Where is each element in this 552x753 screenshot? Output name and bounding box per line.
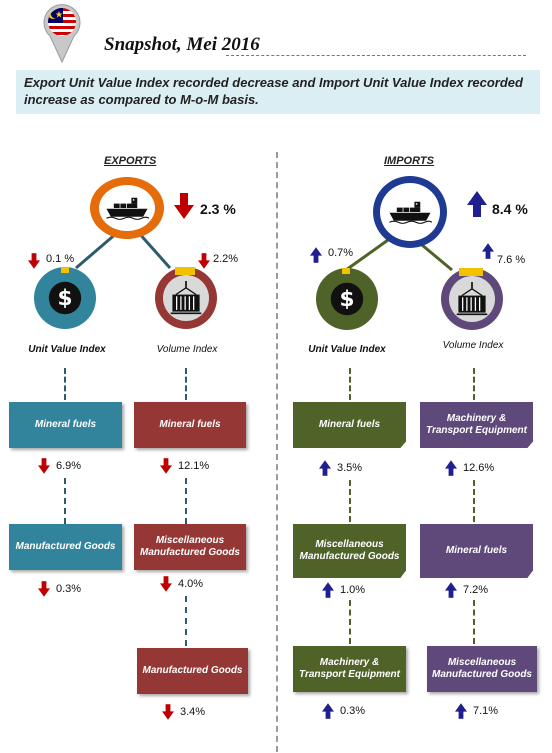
down-arrow-icon [162, 704, 174, 720]
connector-dash [473, 480, 475, 522]
imports-unit-change: 0.7% [328, 247, 354, 259]
down-arrow-icon [160, 576, 172, 592]
imports-unit-change-row: 3.5% [319, 460, 362, 476]
page-title: Snapshot, Mei 2016 [104, 34, 260, 55]
exports-volume-change-row: 4.0% [160, 576, 203, 592]
exports-unit-box: Manufactured Goods [9, 524, 122, 570]
exports-volume-box: Miscellaneous Manufactured Goods [134, 524, 246, 570]
connector-dash [185, 368, 187, 400]
imports-unit-item-change: 1.0% [340, 584, 366, 596]
connector-dash [349, 480, 351, 522]
imports-heading: IMPORTS [384, 155, 434, 167]
exports-unit-change: 0.1 % [46, 253, 75, 265]
imports-volume-item-change: 7.1% [473, 705, 499, 717]
exports-unit-box: Mineral fuels [9, 402, 122, 448]
down-arrow-icon [160, 458, 172, 474]
imports-volume-change-row: 7.2% [445, 582, 488, 598]
connector-dash [349, 600, 351, 644]
container-crane-icon [455, 282, 489, 316]
imports-volume-change: 7.6 % [497, 254, 526, 266]
up-arrow-icon [482, 243, 494, 259]
up-arrow-icon [445, 582, 457, 598]
exports-volume-circle [155, 267, 217, 329]
container-crane-icon [169, 281, 203, 315]
exports-volume-item-change: 3.4% [180, 706, 206, 718]
down-arrow-icon [28, 253, 40, 269]
up-arrow-icon [445, 460, 457, 476]
imports-unit-item-change: 3.5% [337, 462, 363, 474]
imports-unit-circle [316, 268, 378, 330]
imports-volume-box: Mineral fuels [420, 524, 533, 578]
imports-volume-caption: Volume Index [442, 340, 504, 351]
exports-unit-change-row: 0.3% [38, 581, 81, 597]
exports-volume-box: Mineral fuels [134, 402, 246, 448]
exports-unit-item-change: 0.3% [56, 583, 82, 595]
imports-volume-item-change: 12.6% [463, 462, 495, 474]
up-arrow-icon [455, 703, 467, 719]
connector-dash [64, 368, 66, 400]
exports-volume-change: 2.2% [213, 253, 239, 265]
imports-main-circle [373, 176, 447, 248]
exports-main-change: 2.3 % [200, 201, 236, 217]
connector-dash [185, 478, 187, 524]
connector-dash [64, 478, 66, 524]
connector-dash [473, 368, 475, 400]
imports-volume-change-row: 7.1% [455, 703, 498, 719]
dollar-icon [47, 280, 83, 316]
ship-icon [388, 200, 432, 224]
connector-dash [473, 600, 475, 644]
up-arrow-icon [322, 582, 334, 598]
ship-icon [105, 196, 149, 220]
exports-unit-change-row: 6.9% [38, 458, 81, 474]
exports-volume-item-change: 4.0% [178, 578, 204, 590]
imports-unit-box: Mineral fuels [293, 402, 406, 448]
exports-unit-caption: Unit Value Index [28, 344, 106, 355]
exports-volume-box: Manufactured Goods [137, 648, 248, 694]
up-arrow-icon [310, 247, 322, 263]
down-arrow-icon [38, 458, 50, 474]
imports-volume-box: Miscellaneous Manufactured Goods [427, 646, 537, 692]
section-divider [276, 152, 278, 752]
exports-volume-item-change: 12.1% [178, 460, 210, 472]
exports-volume-change-row: 12.1% [160, 458, 209, 474]
exports-volume-change-row: 3.4% [162, 704, 205, 720]
malaysia-flag-pin-icon [40, 2, 84, 64]
down-arrow-icon [198, 253, 210, 269]
exports-unit-item-change: 6.9% [56, 460, 82, 472]
imports-unit-change-row: 1.0% [322, 582, 365, 598]
down-arrow-icon [174, 192, 194, 220]
exports-connectors [75, 230, 172, 270]
imports-unit-box: Machinery & Transport Equipment [293, 646, 406, 692]
up-arrow-icon [467, 190, 487, 218]
title-underline [226, 55, 526, 56]
imports-main-change: 8.4 % [492, 201, 528, 217]
imports-unit-item-change: 0.3% [340, 705, 366, 717]
up-arrow-icon [319, 460, 331, 476]
exports-heading: EXPORTS [104, 155, 157, 167]
imports-volume-change-row: 12.6% [445, 460, 494, 476]
imports-unit-change-row: 0.3% [322, 703, 365, 719]
imports-volume-circle [441, 268, 503, 330]
imports-volume-box: Machinery & Transport Equipment [420, 402, 533, 448]
connector-dash [185, 596, 187, 646]
imports-unit-caption: Unit Value Index [308, 344, 386, 355]
imports-volume-item-change: 7.2% [463, 584, 489, 596]
exports-volume-caption: Volume Index [156, 344, 218, 355]
dollar-icon [329, 281, 365, 317]
exports-main-circle [90, 177, 164, 239]
summary-banner: Export Unit Value Index recorded decreas… [16, 70, 540, 114]
connector-dash [349, 368, 351, 400]
imports-unit-box: Miscellaneous Manufactured Goods [293, 524, 406, 578]
exports-unit-circle [34, 267, 96, 329]
down-arrow-icon [38, 581, 50, 597]
up-arrow-icon [322, 703, 334, 719]
